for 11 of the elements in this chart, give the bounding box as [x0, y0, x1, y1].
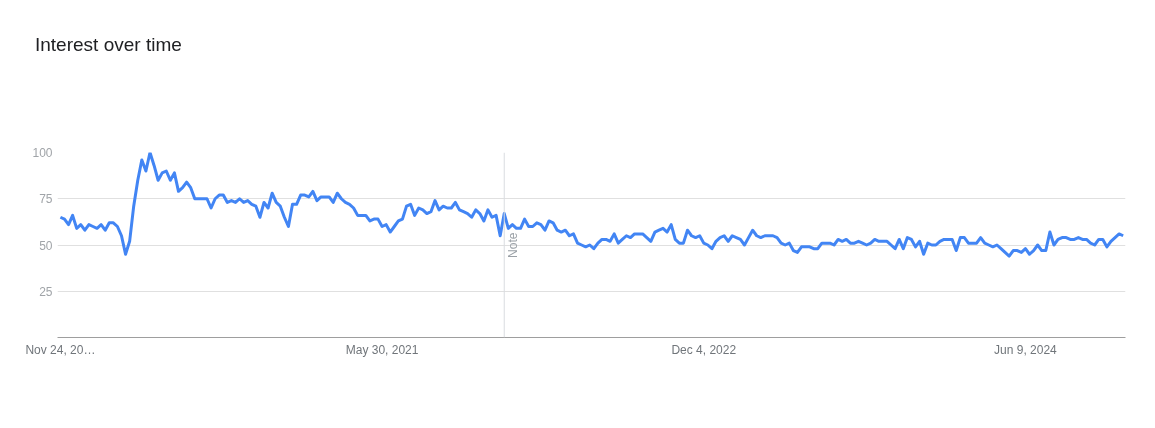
y-tick-label: 50 [39, 238, 53, 253]
chart-title: Interest over time [35, 33, 182, 57]
x-tick-label: Jun 9, 2024 [994, 342, 1058, 357]
y-tick-label: 100 [32, 146, 53, 160]
y-tick-label: 25 [39, 284, 53, 299]
y-tick-label: 75 [39, 192, 53, 207]
line-series [58, 152, 1125, 258]
ref-line-label: Note [506, 232, 521, 258]
x-tick-label: Nov 24, 20… [25, 342, 96, 357]
x-tick-label: Dec 4, 2022 [671, 342, 737, 357]
x-tick-label: May 30, 2021 [345, 342, 419, 357]
